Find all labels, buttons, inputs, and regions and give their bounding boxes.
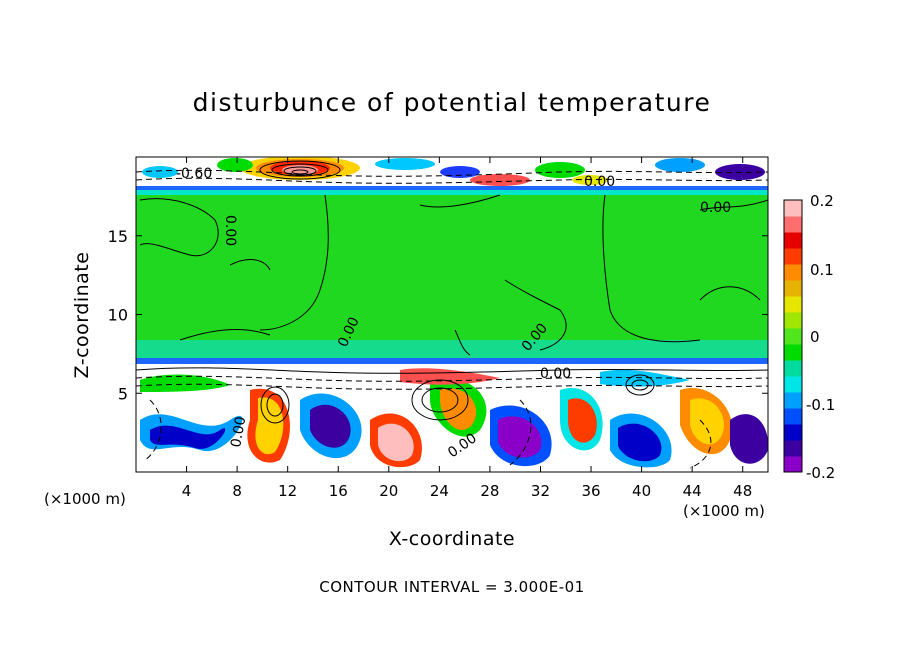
x-tick-label: 16 xyxy=(329,482,348,500)
contour-lines xyxy=(136,160,768,469)
colorbar-tick-label: 0.1 xyxy=(810,261,834,279)
x-tick-label: 20 xyxy=(379,482,398,500)
x-tick-label: 48 xyxy=(733,482,752,500)
colorbar-cell xyxy=(784,328,802,345)
heatmap-field xyxy=(136,157,768,472)
x-tick-label: 8 xyxy=(232,482,242,500)
x-tick-label: 24 xyxy=(430,482,449,500)
teal-band xyxy=(136,340,768,360)
colorbar-cell xyxy=(784,344,802,361)
colorbar-cell xyxy=(784,360,802,377)
colorbar-cell xyxy=(784,376,802,393)
colorbar-cell xyxy=(784,392,802,409)
x-axis-label: X-coordinate xyxy=(388,528,516,550)
chart-title: disturbunce of potential temperature xyxy=(192,88,712,117)
colorbar-cell xyxy=(784,280,802,297)
y-axis-ticks: 5 10 15 xyxy=(108,227,768,403)
colorbar-cell xyxy=(784,408,802,425)
blue-line-top xyxy=(136,186,768,190)
cyan-line-top xyxy=(136,190,768,195)
blue-line-mid xyxy=(136,358,768,364)
colorbar-cell xyxy=(784,312,802,329)
z-unit-label: (×1000 m) xyxy=(44,490,126,508)
contour-label: 0.00 xyxy=(584,174,615,190)
colorbar-cell xyxy=(784,440,802,457)
contour-interval-note: CONTOUR INTERVAL = 3.000E-01 xyxy=(319,578,585,596)
colorbar-cells xyxy=(784,200,802,473)
colorbar-tick-label: -0.1 xyxy=(806,396,835,414)
contour-label: 0.00 xyxy=(228,415,249,448)
contour-label: 0.00 xyxy=(540,366,571,382)
lower-patches xyxy=(140,368,768,468)
colorbar-tick-label: 0 xyxy=(810,328,820,346)
contour-label: 0.00 xyxy=(222,215,238,246)
x-tick-label: 32 xyxy=(531,482,550,500)
colorbar-cell xyxy=(784,248,802,265)
colorbar-tick-label: -0.2 xyxy=(806,464,835,482)
colorbar-cell xyxy=(784,456,802,473)
x-tick-label: 40 xyxy=(632,482,651,500)
colorbar-tick-label: 0.2 xyxy=(810,192,834,210)
x-unit-label: (×1000 m) xyxy=(683,502,765,520)
colorbar: 0.2 0.1 0 -0.1 -0.2 xyxy=(783,192,835,482)
colorbar-cell xyxy=(784,264,802,281)
contour-label: -0.60 xyxy=(176,166,212,182)
y-tick-label: 10 xyxy=(108,306,128,325)
x-tick-label: 28 xyxy=(480,482,499,500)
y-axis-label: Z-coordinate xyxy=(71,251,93,379)
x-tick-label: 36 xyxy=(581,482,600,500)
colorbar-cell xyxy=(784,232,802,249)
colorbar-cell xyxy=(784,296,802,313)
x-tick-label: 44 xyxy=(683,482,702,500)
x-tick-label: 4 xyxy=(182,482,192,500)
contour-label: 0.00 xyxy=(700,200,731,216)
colorbar-cell xyxy=(784,216,802,233)
colorbar-cell xyxy=(784,424,802,441)
x-tick-label: 12 xyxy=(278,482,297,500)
colorbar-cell xyxy=(784,200,802,217)
colorbar-tick-labels: 0.2 0.1 0 -0.1 -0.2 xyxy=(806,192,835,482)
x-axis-ticks: 4 8 12 16 20 24 28 32 36 40 44 48 xyxy=(182,157,752,500)
y-tick-label: 15 xyxy=(108,227,128,246)
y-tick-label: 5 xyxy=(118,384,128,403)
